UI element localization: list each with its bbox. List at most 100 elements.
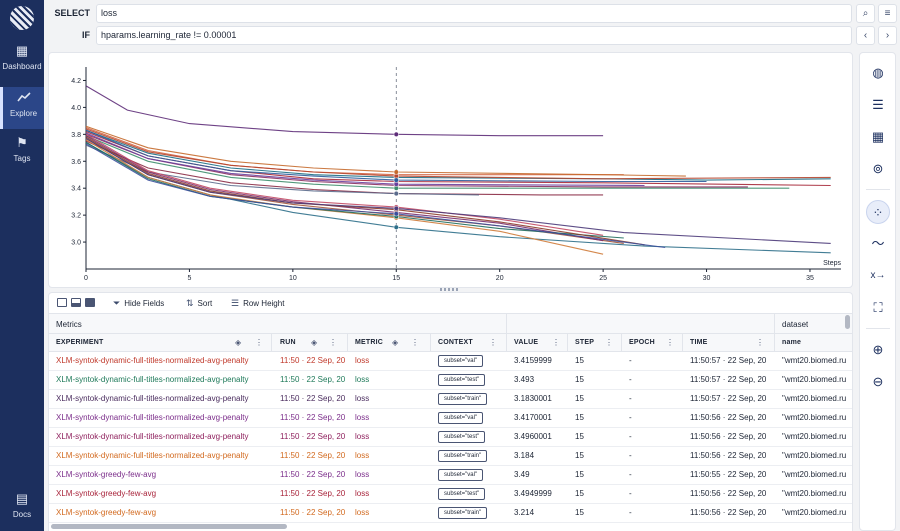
- column-group-row: Metrics dataset: [49, 313, 852, 334]
- menu-button[interactable]: ≡: [878, 4, 897, 23]
- hide-fields-button[interactable]: ⏷ Hide Fields: [113, 297, 164, 310]
- col-time[interactable]: TIME: [690, 339, 708, 346]
- chart-panel[interactable]: 3.0 3.2 3.4 3.6 3.8 4.0 4.2 0 5 10 15 20 25 30 35 Steps: [48, 52, 853, 288]
- loss-chart[interactable]: 3.0 3.2 3.4 3.6 3.8 4.0 4.2 0 5 10 15 20 25 30 35 Steps: [49, 53, 854, 289]
- group-by-icon[interactable]: ◈: [311, 338, 318, 347]
- row-height-button[interactable]: ☰ Row Height: [231, 297, 284, 310]
- cell-name: "wmt20.biomed.ru: [782, 356, 847, 365]
- context-badge: subset="val": [438, 354, 484, 367]
- cell-run[interactable]: 11:50 · 22 Sep, 20: [280, 394, 345, 403]
- column-menu-icon[interactable]: ⋮: [411, 338, 420, 347]
- table-row[interactable]: XLM-syntok-dynamic-full-titles-normalize…: [49, 428, 852, 447]
- x-tick-label: 30: [703, 275, 711, 282]
- panel-resize-handle[interactable]: [440, 288, 460, 291]
- series-line: [85, 133, 604, 236]
- select-input[interactable]: loss: [96, 4, 852, 23]
- table-row[interactable]: XLM-syntok-greedy-few-avg 11:50 · 22 Sep,…: [49, 504, 852, 523]
- cell-experiment[interactable]: XLM-syntok-dynamic-full-titles-normalize…: [56, 356, 249, 365]
- table-size-small-icon[interactable]: [57, 298, 67, 307]
- col-value[interactable]: VALUE: [514, 339, 539, 346]
- sort-button[interactable]: ⇅ Sort: [186, 297, 212, 310]
- cell-experiment[interactable]: XLM-syntok-dynamic-full-titles-normalize…: [56, 413, 249, 422]
- vertical-scrollbar[interactable]: [845, 315, 850, 329]
- table-toolbar: ⏷ Hide Fields ⇅ Sort ☰ Row Height: [49, 293, 852, 313]
- table-row[interactable]: XLM-syntok-dynamic-full-titles-normalize…: [49, 447, 852, 466]
- column-menu-icon[interactable]: ⋮: [255, 338, 264, 347]
- col-metric[interactable]: METRIC: [355, 339, 384, 346]
- group-by-icon[interactable]: ◈: [392, 338, 399, 347]
- prev-button[interactable]: ‹: [856, 26, 875, 45]
- col-experiment[interactable]: EXPERIMENT: [56, 339, 104, 346]
- grid-icon[interactable]: ▦: [871, 129, 885, 144]
- nav-item-dashboard[interactable]: ▦ Dashboard: [0, 42, 44, 82]
- line-style-icon[interactable]: ☰: [872, 97, 884, 112]
- x-tick-label: 25: [599, 275, 607, 282]
- column-menu-icon[interactable]: ⋮: [489, 338, 498, 347]
- table-size-medium-icon[interactable]: [71, 298, 81, 307]
- x-tick-label: 20: [496, 275, 504, 282]
- cell-run[interactable]: 11:50 · 22 Sep, 20: [280, 508, 345, 517]
- cell-run[interactable]: 11:50 · 22 Sep, 20: [280, 356, 345, 365]
- col-run[interactable]: RUN: [280, 339, 296, 346]
- table-row[interactable]: XLM-syntok-dynamic-full-titles-normalize…: [49, 390, 852, 409]
- cell-run[interactable]: 11:50 · 22 Sep, 20: [280, 451, 345, 460]
- cell-epoch: -: [629, 394, 632, 403]
- smoothing-icon[interactable]: 〜: [871, 236, 885, 251]
- divider: [506, 334, 507, 351]
- cell-experiment[interactable]: XLM-syntok-dynamic-full-titles-normalize…: [56, 375, 249, 384]
- cell-time: 11:50:57 · 22 Sep, 20: [690, 356, 767, 365]
- cell-context: subset="train": [433, 447, 505, 465]
- cell-run[interactable]: 11:50 · 22 Sep, 20: [280, 413, 345, 422]
- cell-run[interactable]: 11:50 · 22 Sep, 20: [280, 489, 345, 498]
- x-axis-icon[interactable]: x→: [870, 270, 886, 281]
- cell-experiment[interactable]: XLM-syntok-greedy-few-avg: [56, 470, 157, 479]
- cell-experiment[interactable]: XLM-syntok-dynamic-full-titles-normalize…: [56, 451, 249, 460]
- cell-experiment[interactable]: XLM-syntok-dynamic-full-titles-normalize…: [56, 432, 249, 441]
- table-size-large-icon[interactable]: [85, 298, 95, 307]
- zoom-in-icon[interactable]: ⊕: [872, 342, 884, 357]
- series-line: [85, 85, 604, 137]
- column-menu-icon[interactable]: ⋮: [666, 338, 675, 347]
- group-by-icon[interactable]: ◈: [235, 338, 242, 347]
- cell-experiment[interactable]: XLM-syntok-greedy-few-avg: [56, 489, 157, 498]
- nav-item-tags[interactable]: ⚑ Tags: [0, 134, 44, 174]
- menu-icon: ≡: [884, 8, 891, 19]
- table-row[interactable]: XLM-syntok-dynamic-full-titles-normalize…: [49, 352, 852, 371]
- search-button[interactable]: ⌕: [856, 4, 875, 23]
- cell-run[interactable]: 11:50 · 22 Sep, 20: [280, 375, 345, 384]
- table-row[interactable]: XLM-syntok-dynamic-full-titles-normalize…: [49, 371, 852, 390]
- divider: [506, 314, 507, 333]
- palette-icon[interactable]: ◍: [872, 65, 884, 80]
- series-line: [85, 143, 666, 249]
- if-input[interactable]: hparams.learning_rate != 0.00001: [96, 26, 852, 45]
- horizontal-scrollbar[interactable]: [51, 524, 287, 529]
- cell-value: 3.4170001: [514, 413, 552, 422]
- nav-item-explore[interactable]: Explore: [0, 87, 44, 129]
- cell-experiment[interactable]: XLM-syntok-greedy-few-avg: [56, 508, 157, 517]
- cell-run[interactable]: 11:50 · 22 Sep, 20: [280, 432, 345, 441]
- cell-step: 15: [575, 413, 584, 422]
- circle-dots-icon[interactable]: ⊚: [872, 161, 884, 176]
- table-row[interactable]: XLM-syntok-greedy-few-avg 11:50 · 22 Sep,…: [49, 466, 852, 485]
- column-menu-icon[interactable]: ⋮: [329, 338, 338, 347]
- col-epoch[interactable]: EPOCH: [629, 339, 655, 346]
- next-button[interactable]: ›: [878, 26, 897, 45]
- zoom-out-icon[interactable]: ⊖: [872, 374, 884, 389]
- column-menu-icon[interactable]: ⋮: [605, 338, 614, 347]
- nav-item-docs[interactable]: ▤ Docs: [0, 490, 44, 530]
- cell-experiment[interactable]: XLM-syntok-dynamic-full-titles-normalize…: [56, 394, 249, 403]
- cell-epoch: -: [629, 508, 632, 517]
- cell-metric: loss: [355, 356, 370, 365]
- table-row[interactable]: XLM-syntok-greedy-few-avg 11:50 · 22 Sep,…: [49, 485, 852, 504]
- col-context[interactable]: CONTEXT: [438, 339, 473, 346]
- column-menu-icon[interactable]: ⋮: [756, 338, 765, 347]
- if-label: IF: [82, 30, 90, 40]
- table-row[interactable]: XLM-syntok-dynamic-full-titles-normalize…: [49, 409, 852, 428]
- col-name[interactable]: name: [782, 339, 802, 346]
- aim-logo-icon[interactable]: [10, 6, 34, 30]
- cell-run[interactable]: 11:50 · 22 Sep, 20: [280, 470, 345, 479]
- focus-icon[interactable]: ⛶: [873, 300, 883, 315]
- column-menu-icon[interactable]: ⋮: [552, 338, 561, 347]
- points-icon[interactable]: ⁘: [866, 200, 890, 224]
- col-step[interactable]: STEP: [575, 339, 595, 346]
